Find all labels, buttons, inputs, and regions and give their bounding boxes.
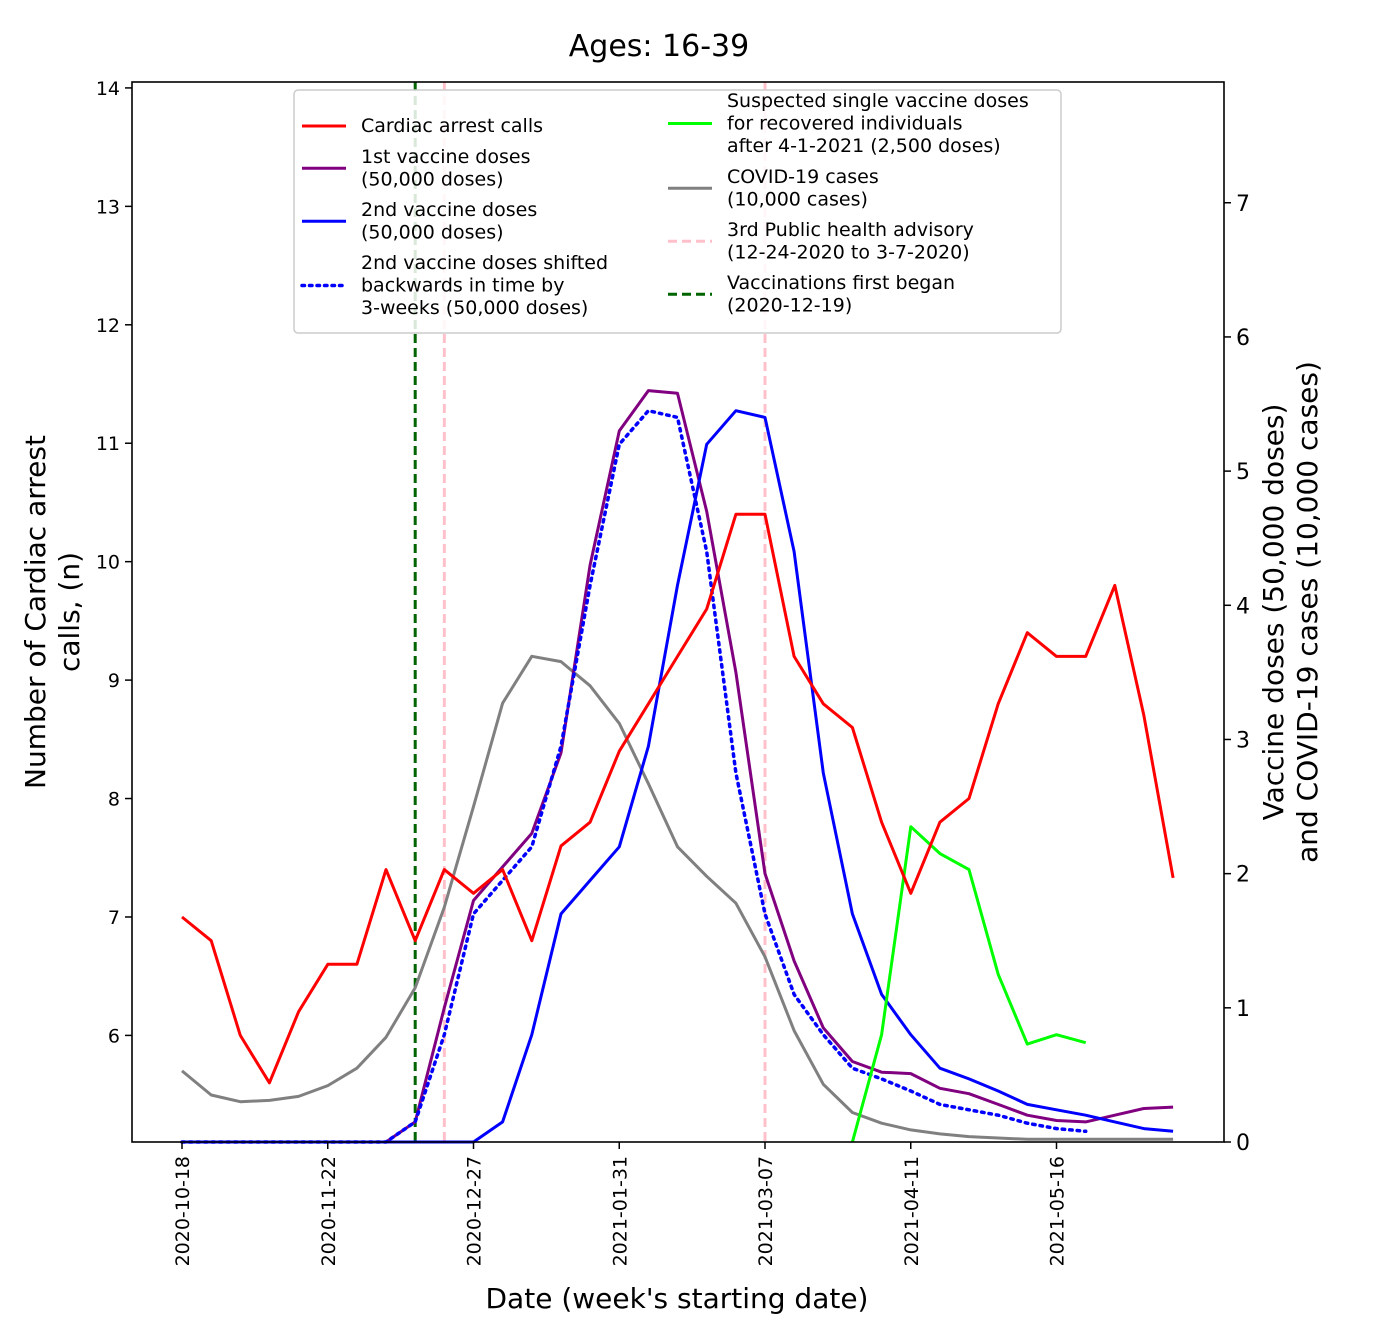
legend-label-3: 2nd vaccine doses shifted [361,252,608,274]
x-tick-label: 2021-04-11 [901,1156,923,1266]
y-right-tick-label: 5 [1236,460,1250,485]
y-left-tick-label: 13 [96,196,120,218]
legend-label-3: backwards in time by [361,275,564,297]
series-line-2 [182,409,1174,1144]
legend-box [293,89,1062,334]
y-left-tick-label: 10 [96,552,120,574]
y-right-tick-label: 2 [1236,863,1250,888]
x-tick-label: 2021-03-07 [755,1156,777,1266]
x-tick-label: 2020-11-22 [318,1156,340,1266]
x-tick-label: 2021-01-31 [609,1156,631,1266]
y-right-tick-label: 3 [1236,728,1250,753]
legend-label-4: after 4-1-2021 (2,500 doses) [727,135,1001,157]
y-left-tick-label: 9 [108,670,120,692]
chart-title: Ages: 16-39 [569,29,749,64]
legend-label-7: Vaccinations first began [727,272,955,294]
y-left-tick-label: 11 [96,433,120,455]
legend-label-2: (50,000 doses) [361,222,504,244]
y-axis-left-title-line-1: Number of Cardiac arrest [19,435,52,789]
x-axis-title: Date (week's starting date) [486,1282,869,1315]
legend-label-3: 3-weeks (50,000 doses) [361,297,588,319]
y-axis-right-title-line-2: and COVID-19 cases (10,000 cases) [1291,361,1324,863]
legend-label-0: Cardiac arrest calls [361,115,543,137]
y-axis-right-title: Vaccine doses (50,000 doses) and COVID-1… [1257,361,1324,863]
legend-label-6: 3rd Public health advisory [727,219,974,241]
series-line-0 [181,512,1175,1085]
y-left-tick-label: 6 [108,1025,120,1047]
legend-label-4: for recovered individuals [727,113,963,135]
legend-label-5: (10,000 cases) [727,189,868,211]
y-left-tick-label: 12 [96,315,120,337]
y-left-tick-label: 7 [108,907,120,929]
legend-label-6: (12-24-2020 to 3-7-2020) [727,242,970,264]
legend-label-4: Suspected single vaccine doses [727,90,1029,112]
x-tick-label: 2020-10-18 [172,1156,194,1266]
legend-label-1: 1st vaccine doses [361,146,530,168]
legend-label-7: (2020-12-19) [727,295,852,317]
series-line-5 [181,654,1174,1141]
series-line-4 [850,825,1087,1143]
y-left-tick-label: 14 [96,78,120,100]
y-right-tick-label: 7 [1236,192,1250,217]
y-left-tick-label: 8 [108,789,120,811]
x-tick-label: 2020-12-27 [464,1156,486,1266]
y-axis-left-title-line-2: calls, (n) [53,552,86,672]
legend-label-5: COVID-19 cases [727,166,879,188]
series-line-3 [180,408,1088,1144]
y-axis-left-title: Number of Cardiac arrest calls, (n) [19,435,86,789]
y-axis-right-title-line-1: Vaccine doses (50,000 doses) [1257,404,1290,821]
legend-label-2: 2nd vaccine doses [361,199,537,221]
legend-label-1: (50,000 doses) [361,169,504,191]
y-right-tick-label: 4 [1236,594,1250,619]
x-tick-label: 2021-05-16 [1047,1156,1069,1266]
series-line-1 [182,389,1174,1144]
plot-frame [131,81,1225,1143]
y-right-tick-label: 6 [1236,326,1250,351]
y-right-tick-label: 0 [1236,1131,1250,1156]
y-right-tick-label: 1 [1236,997,1250,1022]
